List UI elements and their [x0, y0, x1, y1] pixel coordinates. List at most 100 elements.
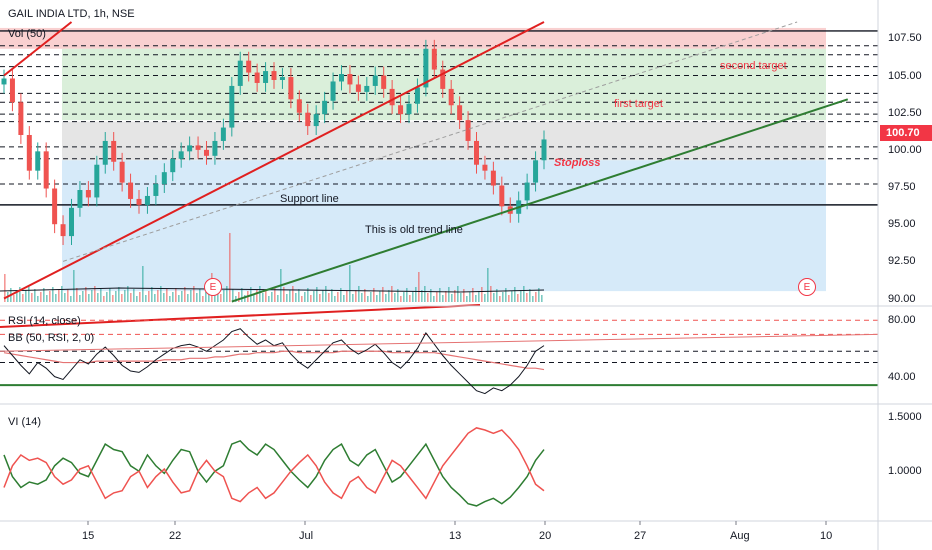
- volume-bar: [511, 291, 513, 302]
- volume-bar: [148, 291, 150, 302]
- volume-bar: [97, 293, 99, 302]
- volume-bar: [463, 289, 465, 302]
- candle-body: [128, 182, 134, 199]
- time-tick-label: 15: [82, 530, 95, 542]
- volume-bar: [268, 296, 270, 302]
- volume-bar: [64, 293, 66, 302]
- volume-bar: [340, 288, 342, 302]
- candle-body: [364, 85, 370, 92]
- volume-bar: [172, 292, 174, 302]
- candle-body: [423, 48, 429, 88]
- volume-bar: [526, 293, 528, 302]
- volume-bar: [145, 295, 147, 302]
- candle-body: [533, 160, 539, 183]
- volume-bar: [49, 291, 51, 302]
- candle-body: [136, 198, 142, 205]
- volume-bar: [367, 296, 369, 302]
- candle-body: [77, 190, 83, 208]
- volume-bar: [169, 296, 171, 302]
- volume-bar: [61, 286, 63, 302]
- vi-indicator-label[interactable]: VI (14): [8, 416, 42, 428]
- volume-bar: [4, 274, 6, 302]
- volume-bar: [358, 286, 360, 302]
- candle-body: [263, 71, 269, 83]
- candle-body: [381, 75, 387, 89]
- volume-bar: [316, 287, 318, 302]
- candle-body: [440, 69, 446, 89]
- candle-body: [322, 100, 328, 115]
- volume-bar: [409, 295, 411, 302]
- volume-bar: [352, 294, 354, 302]
- volume-bar: [328, 293, 330, 302]
- candle-body: [153, 184, 159, 196]
- volume-bar: [88, 294, 90, 302]
- volume-bar: [37, 296, 39, 302]
- candle-body: [111, 140, 117, 162]
- price-tick-label: 102.50: [888, 106, 922, 119]
- zone-second-target: [0, 27, 826, 49]
- candle-body: [1, 78, 7, 85]
- volume-bar: [538, 288, 540, 302]
- volume-bar: [55, 294, 57, 302]
- volume-bar: [439, 288, 441, 302]
- volume-bar: [487, 268, 489, 302]
- candle-body: [161, 172, 167, 185]
- volume-bar: [541, 295, 543, 302]
- volume-bar: [466, 296, 468, 302]
- volume-bar: [373, 288, 375, 302]
- candle-body: [288, 77, 294, 100]
- candle-body: [296, 99, 302, 113]
- volume-bar: [505, 288, 507, 302]
- volume-bar: [289, 290, 291, 302]
- volume-bar: [514, 287, 516, 302]
- volume-bar: [121, 294, 123, 302]
- volume-bar: [271, 292, 273, 302]
- volume-bar: [109, 288, 111, 302]
- volume-bar: [202, 296, 204, 302]
- earnings-badge[interactable]: E: [204, 278, 222, 296]
- candle-body: [279, 77, 285, 80]
- candle-body: [372, 75, 378, 86]
- volume-bar: [307, 288, 309, 302]
- volume-bar: [19, 287, 21, 302]
- rsi-indicator-label[interactable]: RSI (14, close): [8, 315, 81, 327]
- volume-bar: [181, 291, 183, 302]
- volume-bar: [31, 293, 33, 302]
- volume-bar: [394, 293, 396, 302]
- candle-body: [9, 78, 15, 103]
- volume-bar: [454, 290, 456, 302]
- earnings-badge[interactable]: E: [798, 278, 816, 296]
- price-tick-label: 107.50: [888, 32, 922, 45]
- volume-bar: [319, 294, 321, 302]
- candle-body: [60, 224, 66, 237]
- volume-bar: [298, 289, 300, 302]
- volume-bar: [58, 290, 60, 302]
- support-line-label: Support line: [280, 193, 339, 205]
- candle-body: [414, 87, 420, 104]
- volume-bar: [124, 290, 126, 302]
- volume-bar: [232, 289, 234, 302]
- volume-bar: [451, 294, 453, 302]
- volume-bar: [178, 295, 180, 302]
- volume-bar: [295, 293, 297, 302]
- volume-bar: [229, 233, 231, 302]
- volume-bar: [154, 294, 156, 302]
- candle-body: [170, 158, 176, 173]
- volume-bar: [322, 290, 324, 302]
- volume-bar: [82, 291, 84, 302]
- trend-line-dashed-trend: [62, 21, 798, 262]
- volume-bar: [403, 292, 405, 302]
- volume-bar: [427, 293, 429, 302]
- candle-body: [144, 195, 150, 205]
- volume-bar: [436, 292, 438, 302]
- volume-bar: [529, 289, 531, 302]
- volume-bar: [376, 295, 378, 302]
- volume-bar: [241, 288, 243, 302]
- bb-indicator-label[interactable]: BB (50, RSI, 2, 0): [8, 332, 95, 344]
- volume-bar: [433, 296, 435, 302]
- volume-bar: [91, 290, 93, 302]
- candle-body: [102, 140, 108, 165]
- volume-indicator-label[interactable]: Vol (50): [8, 28, 46, 40]
- volume-bar: [517, 294, 519, 302]
